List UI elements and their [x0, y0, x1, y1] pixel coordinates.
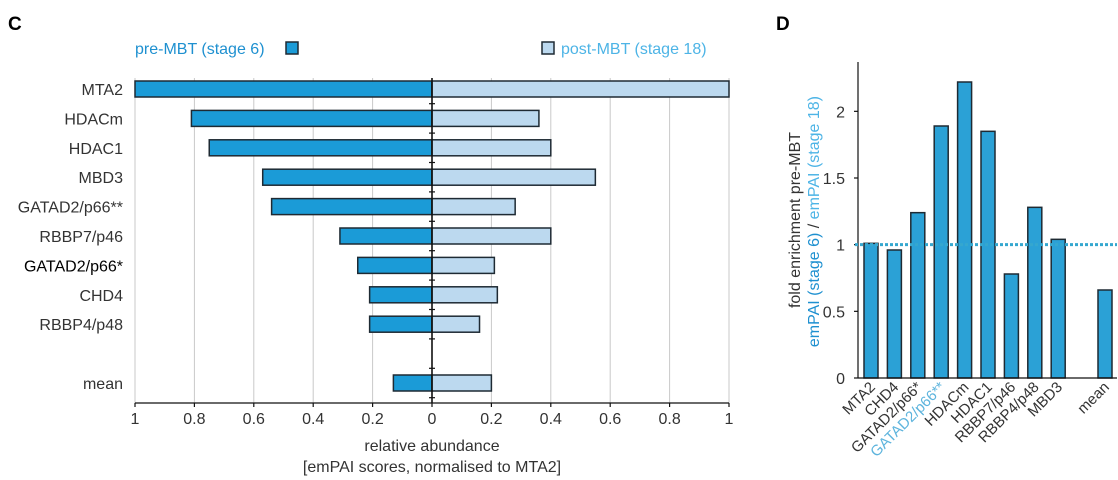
bar-rbbp4-p48	[1027, 206, 1043, 379]
y-axis-sublabel: emPAI (stage 6) / emPAI (stage 18)	[806, 74, 823, 378]
bar-pre-hdac1	[208, 139, 433, 157]
category-label-chd4: CHD4	[79, 288, 123, 305]
y-tick-label: 1	[836, 238, 845, 255]
category-label-rbbp7-p46: RBBP7/p46	[39, 229, 123, 246]
bar-post-mbd3	[431, 168, 597, 186]
gridlines	[134, 78, 730, 403]
x-tick-label: 0.4	[302, 411, 324, 428]
bar-post-mta2	[431, 80, 730, 98]
bar-post-chd4	[431, 286, 499, 304]
legend-pre-mbt-swatch	[285, 41, 299, 55]
bar-post-rbbp7-p46	[431, 227, 552, 245]
category-label-rbbp4-p48: RBBP4/p48	[39, 317, 123, 334]
bar-gatad2-p66-star	[910, 211, 926, 379]
x-tick-label: 0.2	[480, 411, 502, 428]
y-axis-sublabel-numerator: emPAI (stage 6)	[806, 233, 823, 347]
x-tick-label: 0.2	[361, 411, 383, 428]
bar-mta2	[863, 242, 879, 379]
bar-pre-gatad2-p66-star	[357, 256, 433, 275]
category-label-hdac1: HDAC1	[69, 141, 123, 158]
y-tick-label: 0	[836, 371, 845, 388]
bar-pre-rbbp7-p46	[339, 227, 433, 245]
legend-post-mbt-swatch	[541, 41, 555, 55]
bar-chd4	[886, 249, 903, 379]
bar-pre-gatad2-p66-star-star	[270, 197, 433, 216]
axes	[857, 62, 1117, 379]
category-label-mta2: MTA2	[82, 82, 124, 99]
y-tick-label: 1.5	[823, 171, 845, 188]
bar-hdacm	[956, 81, 973, 379]
bar-mean	[1097, 289, 1113, 379]
bar-post-mean	[431, 374, 493, 392]
category-label-gatad2-p66-star: GATAD2/p66*	[24, 258, 123, 275]
bar-pre-hdacm	[190, 109, 433, 128]
x-axis-label: relative abundance	[364, 438, 499, 455]
category-label-mean: mean	[83, 376, 123, 393]
legend-post-mbt-label: post-MBT (stage 18)	[561, 41, 707, 58]
bar-post-gatad2-p66-star-star	[431, 197, 516, 216]
bar-pre-rbbp4-p48	[368, 315, 433, 333]
x-tick-label: 0	[428, 411, 437, 428]
y-axis-sublabel-denominator: emPAI (stage 18)	[806, 96, 823, 219]
x-tick-label: 1	[725, 411, 734, 428]
panel-label-d: D	[776, 14, 790, 35]
category-label-mbd3: MBD3	[79, 170, 124, 187]
bar-mbd3	[1050, 238, 1066, 379]
x-axis-sublabel: [emPAI scores, normalised to MTA2]	[303, 459, 561, 476]
y-tick-label: 0.5	[823, 304, 845, 321]
bar-pre-mbd3	[261, 168, 433, 186]
bar-gatad2-p66-star-star	[933, 125, 949, 379]
bar-post-hdac1	[431, 139, 552, 157]
x-tick-label: 0.6	[599, 411, 621, 428]
y-tick-label: 2	[836, 104, 845, 121]
bar-post-gatad2-p66-star	[431, 256, 496, 275]
bars	[134, 80, 730, 392]
x-tick-label: 0.8	[183, 411, 205, 428]
category-labels: MTA2 HDACm HDAC1 MBD3 GATAD2/p66** RBBP7/p46 G…	[18, 82, 123, 393]
bar-pre-mean	[392, 374, 433, 392]
x-tick-label: 0.6	[243, 411, 265, 428]
bar-post-rbbp4-p48	[431, 315, 481, 333]
legend: pre-MBT (stage 6) post-MBT (stage 18)	[135, 41, 707, 58]
x-tick-label: 0.8	[658, 411, 680, 428]
bar-pre-chd4	[368, 286, 433, 304]
x-tick-label: 0.4	[540, 411, 562, 428]
y-axis-label: fold enrichment pre-MBT	[787, 132, 804, 308]
legend-pre-mbt-label: pre-MBT (stage 6)	[135, 41, 265, 58]
bar-post-hdacm	[431, 109, 540, 128]
category-label-hdacm: HDACm	[64, 111, 123, 128]
bar-rbbp7-p46	[1003, 273, 1020, 379]
x-tick-label: 1	[131, 411, 140, 428]
bar-hdac1	[980, 130, 996, 379]
y-axis-ticks: 0 0.5 1 1.5 2	[823, 104, 858, 388]
panel-label-c: C	[8, 14, 22, 35]
y-axis-sublabel-separator: /	[806, 219, 823, 232]
bar-pre-mta2	[134, 80, 433, 98]
x-axis-ticks: 1 0.8 0.6 0.4 0.2 0 0.2 0.4 0.6 0.8 1	[131, 403, 734, 428]
panel-c-diverging-bar-chart: C pre-MBT (stage 6) post-MBT (stage 18) …	[8, 14, 734, 476]
category-label-gatad2-p66-star-star: GATAD2/p66**	[18, 200, 123, 217]
